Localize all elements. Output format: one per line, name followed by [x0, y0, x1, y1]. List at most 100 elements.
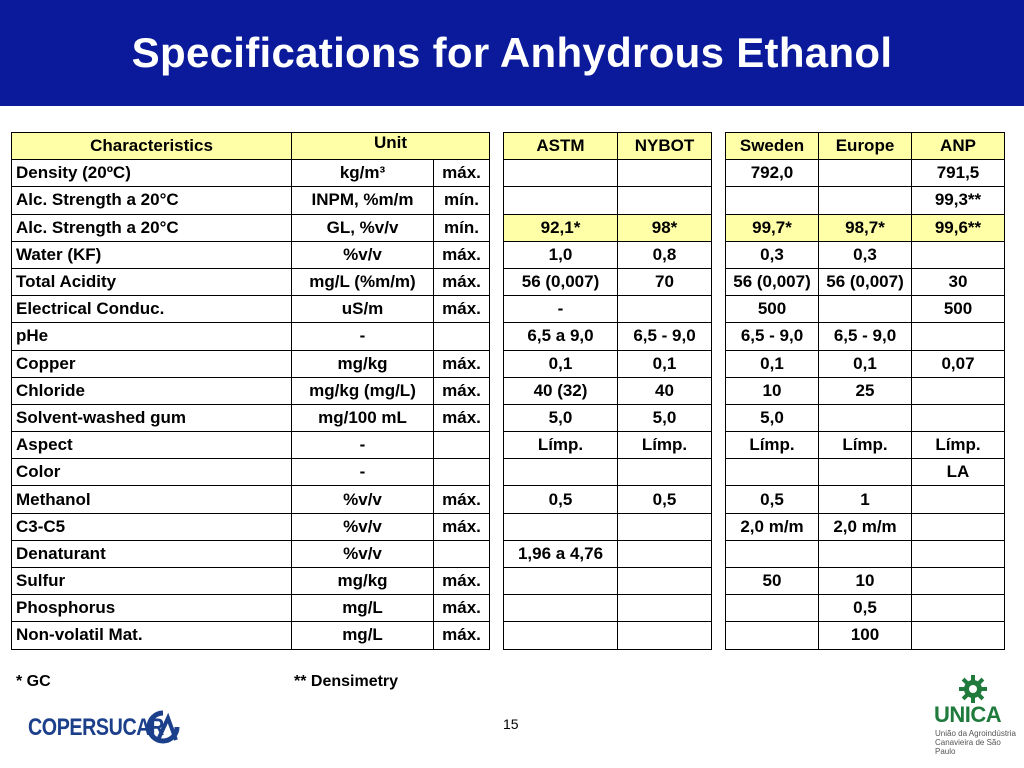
- cell-limit: máx.: [433, 240, 490, 269]
- cell-europe: [818, 295, 912, 324]
- cell-nybot: 70: [617, 267, 712, 297]
- cell-anp: [911, 539, 1005, 569]
- cell-sweden: 500: [725, 295, 819, 324]
- column-gap: [489, 132, 504, 160]
- cell-characteristic: C3-C5: [11, 512, 292, 541]
- cell-anp: 0,07: [911, 349, 1005, 378]
- column-gap: [489, 431, 504, 459]
- cell-limit: máx.: [433, 159, 490, 188]
- cell-characteristic: Non-volatil Mat.: [11, 621, 292, 650]
- cell-anp: Límp.: [911, 431, 1005, 460]
- cell-characteristic: Density (20ºC): [11, 159, 292, 188]
- cell-unit: %v/v: [291, 240, 434, 269]
- cell-limit: máx.: [433, 403, 490, 433]
- header-astm: ASTM: [503, 131, 618, 161]
- table-row: Denaturant %v/v 1,96 a 4,76: [11, 539, 1005, 569]
- table-row: Aspect - Límp. Límp. Límp. Límp. Límp.: [11, 431, 1005, 460]
- cell-europe: 98,7*: [818, 213, 912, 242]
- column-gap: [711, 458, 726, 486]
- column-gap: [711, 268, 726, 296]
- gear-icon: [959, 675, 987, 703]
- cell-sweden: 5,0: [725, 403, 819, 433]
- table-row: Alc. Strength a 20°C INPM, %m/m mín. 99,3**: [11, 186, 1005, 215]
- cell-limit: máx.: [433, 295, 490, 324]
- cell-sweden: 10: [725, 376, 819, 405]
- cell-unit: kg/m³: [291, 159, 434, 188]
- cell-unit: %v/v: [291, 485, 434, 514]
- cell-characteristic: Aspect: [11, 431, 292, 460]
- cell-sweden: [725, 539, 819, 569]
- cell-astm: [503, 512, 618, 541]
- cell-nybot: Límp.: [617, 431, 712, 460]
- cell-characteristic: pHe: [11, 322, 292, 351]
- slide-title: Specifications for Anhydrous Ethanol: [131, 29, 893, 76]
- header-nybot: NYBOT: [617, 131, 712, 161]
- column-gap: [711, 485, 726, 514]
- title-bar: Specifications for Anhydrous Ethanol: [0, 0, 1024, 106]
- column-gap: [489, 159, 504, 187]
- header-europe: Europe: [818, 131, 912, 161]
- cell-unit: mg/L: [291, 594, 434, 623]
- cell-nybot: [617, 186, 712, 215]
- table-row: Color - LA: [11, 458, 1005, 487]
- cell-anp: 500: [911, 295, 1005, 324]
- cell-europe: [818, 539, 912, 569]
- cell-nybot: [617, 539, 712, 569]
- table-row: Alc. Strength a 20°C GL, %v/v mín. 92,1* 98*…: [11, 213, 1005, 242]
- cell-limit: máx.: [433, 349, 490, 378]
- cell-anp: [911, 376, 1005, 405]
- cell-sweden: [725, 458, 819, 487]
- cell-characteristic: Water (KF): [11, 240, 292, 269]
- cell-europe: 6,5 - 9,0: [818, 322, 912, 351]
- cell-sweden: 6,5 - 9,0: [725, 322, 819, 351]
- column-gap: [489, 485, 504, 514]
- cell-limit: máx.: [433, 621, 490, 650]
- cell-unit: -: [291, 431, 434, 460]
- column-gap: [711, 159, 726, 187]
- cell-sweden: 792,0: [725, 159, 819, 188]
- cell-unit: %v/v: [291, 512, 434, 541]
- column-gap: [489, 350, 504, 378]
- cell-nybot: 0,5: [617, 485, 712, 514]
- cell-nybot: 0,1: [617, 349, 712, 378]
- cell-characteristic: Copper: [11, 349, 292, 378]
- cell-sweden: Límp.: [725, 431, 819, 460]
- cell-sweden: 2,0 m/m: [725, 512, 819, 541]
- cell-astm: [503, 159, 618, 188]
- cell-characteristic: Methanol: [11, 485, 292, 514]
- cell-europe: 1: [818, 485, 912, 514]
- table-row: pHe -6,5 a 9,0 6,5 - 9,0 6,5 - 9,0 6,5 - 9,0: [11, 322, 1005, 351]
- cell-europe: 56 (0,007): [818, 267, 912, 297]
- cell-sweden: 50: [725, 566, 819, 596]
- table-row: Phosphorus mg/L máx. 0,5: [11, 594, 1005, 623]
- cell-anp: [911, 621, 1005, 650]
- table-row: Chloride mg/kg (mg/L) máx. 40 (32) 40 10 25: [11, 376, 1005, 405]
- cell-anp: [911, 322, 1005, 351]
- table-row: Total Acidity mg/L (%m/m) máx. 56 (0,007) 70…: [11, 267, 1005, 297]
- cell-europe: Límp.: [818, 431, 912, 460]
- table-row: Copper mg/kg máx. 0,1 0,1 0,1 0,1 0,07: [11, 349, 1005, 378]
- column-gap: [711, 295, 726, 323]
- cell-anp: [911, 512, 1005, 541]
- copersucar-wordmark: COPERSUCAR: [28, 714, 164, 741]
- table-row: Electrical Conduc. uS/m máx. - 500 500: [11, 295, 1005, 324]
- cell-unit: mg/100 mL: [291, 403, 434, 433]
- cell-characteristic: Electrical Conduc.: [11, 295, 292, 324]
- column-gap: [489, 567, 504, 595]
- cell-nybot: [617, 295, 712, 324]
- cell-europe: 0,3: [818, 240, 912, 269]
- column-gap: [711, 214, 726, 242]
- cell-nybot: 5,0: [617, 403, 712, 433]
- cell-anp: 99,6**: [911, 213, 1005, 242]
- table-row: Solvent-washed gum mg/100 mL máx. 5,0 5,0 5,0: [11, 403, 1005, 433]
- cell-nybot: [617, 512, 712, 541]
- cell-characteristic: Sulfur: [11, 566, 292, 596]
- cell-limit: máx.: [433, 485, 490, 514]
- cell-characteristic: Alc. Strength a 20°C: [11, 213, 292, 242]
- cell-limit: mín.: [433, 186, 490, 215]
- cell-anp: 791,5: [911, 159, 1005, 188]
- cell-limit: [433, 539, 490, 569]
- cell-limit: máx.: [433, 267, 490, 297]
- cell-limit: máx.: [433, 594, 490, 623]
- table-header-row: Characteristics Unit ASTM NYBOT Sweden E…: [11, 131, 1005, 161]
